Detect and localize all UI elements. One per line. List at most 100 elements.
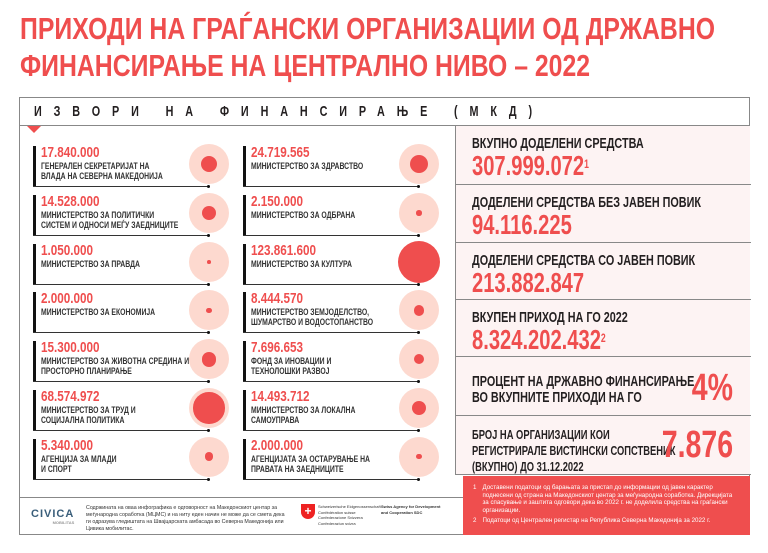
amount-bubble-fill [416,210,422,216]
amount-bubble [399,192,439,233]
amount-bubble-fill [398,240,440,283]
summary-stat: БРОЈ НА ОРГАНИЗАЦИИ КОИ РЕГИСТРИРАЛЕ ВИС… [456,416,751,475]
source-amount: 68.574.972 [41,388,100,405]
funding-source-card: 7.696.653 ФОНД ЗА ИНОВАЦИИ И ТЕХНОЛОШКИ … [243,339,439,387]
amount-bubble [399,388,439,428]
page-title: ПРИХОДИ НА ГРАЃАНСКИ ОРГАНИЗАЦИИ ОД ДРЖА… [20,10,768,84]
footnote-number: 1 [473,484,477,491]
summary-stat: ДОДЕЛЕНИ СРЕДСТВА БЕЗ ЈАВЕН ПОВИК 94.116.… [456,185,751,243]
card-dot [417,331,420,335]
summary-stat: ДОДЕЛЕНИ СРЕДСТВА СО ЈАВЕН ПОВИК 213.882.… [456,243,751,300]
funding-source-card: 8.444.570 МИНИСТЕРСТВО ЗЕМЈОДЕЛСТВО, ШУМ… [243,290,439,338]
amount-bubble [399,339,439,380]
funding-source-card: 2.000.000 МИНИСТЕРСТВО ЗА ЕКОНОМИЈА [33,290,229,338]
card-bar [243,390,246,430]
stat-label: ДОДЕЛЕНИ СРЕДСТВА СО ЈАВЕН ПОВИК [472,252,696,269]
stat-value: 4% [691,367,733,409]
amount-bubble [398,240,440,283]
amount-bubble-fill [413,353,425,365]
source-label: МИНИСТЕРСТВО ЗА ЕКОНОМИЈА [41,307,156,319]
card-dot [207,331,210,335]
card-underline [33,430,209,431]
funding-source-card: 1.050.000 МИНИСТЕРСТВО ЗА ПРАВДА [33,241,229,290]
funding-source-card: 14.528.000 МИНИСТЕРСТВО ЗА ПОЛИТИЧКИ СИС… [33,192,229,241]
source-amount: 7.696.653 [251,339,304,357]
amount-bubble [189,436,229,477]
stat-value: 94.116.225 [472,209,572,240]
stat-value: 8.324.202.4322 [472,324,606,355]
section-header: ИЗВОРИ НА ФИНАНСИРАЊЕ (МКД) [19,97,750,126]
amount-bubble [189,144,229,184]
stat-value: 7.876 [661,424,733,466]
source-amount: 2.000.000 [41,290,94,308]
source-label: ФОНД ЗА ИНОВАЦИИ И ТЕХНОЛОШКИ РАЗВОЈ [251,356,332,378]
card-bar [33,292,36,333]
card-dot [207,477,210,481]
funding-source-card: 14.493.712 МИНИСТЕРСТВО ЗА ЛОКАЛНА САМОУ… [243,388,439,436]
title-line-1: ПРИХОДИ НА ГРАЃАНСКИ ОРГАНИЗАЦИИ ОД ДРЖА… [20,11,716,46]
source-amount: 123.861.600 [251,241,317,259]
swiss-confederation-text: Schweizerische Eidgenossenschaft Confédé… [318,504,381,526]
card-dot [417,477,420,481]
card-bar [243,292,246,333]
amount-bubble-fill [201,205,217,220]
stat-label: ВКУПНО ДОДЕЛЕНИ СРЕДСТВА [472,135,644,152]
card-bar [243,194,246,235]
source-label: АГЕНЦИЈА ЗА МЛАДИ И СПОРТ [41,453,117,475]
source-amount: 8.444.570 [251,290,304,308]
swiss-cross-icon: + [301,504,315,519]
funding-source-card: 2.150.000 МИНИСТЕРСТВО ЗА ОДБРАНА [243,192,439,241]
funding-source-card: 17.840.000 ГЕНЕРАЛЕН СЕКРЕТАРИЈАТ НА ВЛА… [33,144,229,192]
amount-bubble-fill [207,259,211,264]
source-amount: 14.528.000 [41,192,100,210]
card-dot [417,380,420,384]
source-label: МИНИСТЕРСТВО ЗА КУЛТУРА [251,258,352,270]
footnote-ref: 2 [600,331,606,345]
footnote: 2 Податоци од Централен регистар на Репуб… [473,517,740,525]
source-label: МИНИСТЕРСТВО ЗА ЖИВОТНА СРЕДИНА И ПРОСТО… [41,356,190,378]
stat-label: ВКУПЕН ПРИХОД НА ГО 2022 [472,309,628,326]
stat-value: 213.882.847 [472,267,585,298]
stat-label: ДОДЕЛЕНИ СРЕДСТВА БЕЗ ЈАВЕН ПОВИК [472,194,701,211]
source-amount: 1.050.000 [41,241,94,259]
source-label: МИНИСТЕРСТВО ЗА ЛОКАЛНА САМОУПРАВА [251,405,356,426]
footnote-ref: 1 [584,157,589,171]
footnotes: 1 Доставени податоци од барањата за прист… [463,476,750,535]
footnote-text: Податоци од Централен регистар на Републ… [482,517,711,524]
source-label: МИНИСТЕРСТВО ЗА ПРАВДА [41,258,140,270]
card-underline [243,332,419,334]
amount-bubble-fill [204,452,214,462]
source-amount: 17.840.000 [41,144,100,161]
footnote-text: Доставени податоци од барањата за приста… [482,484,733,514]
card-dot [207,233,210,237]
amount-bubble [189,388,229,428]
footnote: 1 Доставени податоци од барањата за прист… [473,484,740,514]
funding-source-card: 5.340.000 АГЕНЦИЈА ЗА МЛАДИ И СПОРТ [33,436,229,485]
source-amount: 2.000.000 [251,436,304,454]
amount-bubble [399,144,439,184]
card-dot [207,185,210,188]
card-bar [33,146,36,186]
amount-bubble-fill [416,454,422,460]
card-dot [417,282,420,286]
amount-bubble [399,290,439,331]
pointer-triangle-icon [27,126,41,133]
card-bar [33,243,36,284]
card-bar [33,341,36,382]
source-amount: 15.300.000 [41,339,100,357]
amount-bubble [189,339,229,380]
source-label: МИНИСТЕРСТВО ЗА ПОЛИТИЧКИ СИСТЕМ И ОДНОС… [41,209,179,231]
card-underline [33,478,209,480]
amount-bubble-fill [193,392,225,424]
civica-logo: CIVICA MOBILITAS [31,508,75,525]
card-bar [243,438,246,479]
amount-bubble-fill [206,307,212,314]
card-underline [243,234,419,236]
funding-source-card: 15.300.000 МИНИСТЕРСТВО ЗА ЖИВОТНА СРЕДИ… [33,339,229,387]
amount-bubble-fill [411,400,427,416]
source-label: МИНИСТЕРСТВО ЗА ЗДРАВСТВО [251,161,364,172]
amount-bubble [189,290,229,331]
amount-bubble-fill [409,154,429,174]
card-dot [207,429,210,432]
amount-bubble-fill [413,304,425,316]
